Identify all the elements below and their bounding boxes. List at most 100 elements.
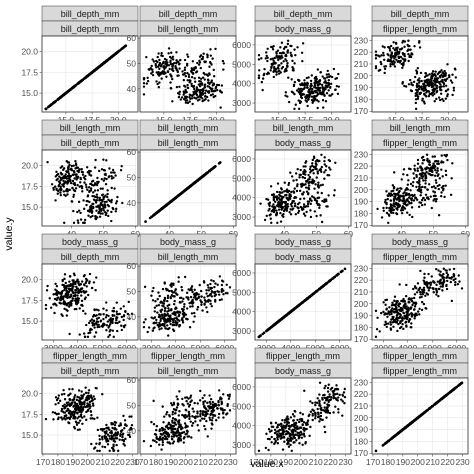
data-point [440, 191, 443, 194]
data-point [84, 418, 88, 422]
data-point [191, 290, 194, 294]
data-point [421, 196, 425, 200]
data-point [193, 288, 196, 292]
data-point [374, 335, 378, 339]
data-point [212, 280, 215, 283]
data-point [206, 299, 209, 303]
data-point [74, 167, 77, 170]
data-point [299, 95, 303, 99]
data-point [171, 100, 174, 103]
data-point [220, 91, 224, 94]
data-point [403, 202, 407, 206]
data-point [93, 189, 97, 192]
x-tick-label: 200 [81, 457, 95, 467]
data-point [260, 57, 263, 60]
data-point [302, 87, 306, 91]
data-point [92, 313, 96, 317]
facet-strip-label-x: bill_depth_mm [159, 9, 218, 19]
data-point [211, 93, 214, 96]
data-point [114, 421, 118, 424]
data-point [178, 311, 182, 314]
data-point [116, 316, 119, 319]
data-point [208, 61, 212, 64]
data-point [170, 57, 173, 60]
data-point [434, 194, 437, 198]
data-point [327, 158, 331, 162]
data-point [327, 174, 331, 177]
data-point [302, 165, 305, 168]
y-tick-label: 50 [127, 172, 137, 182]
data-point [374, 66, 378, 70]
data-point [394, 197, 397, 200]
data-point [169, 314, 172, 317]
data-point [165, 288, 169, 292]
data-point [57, 180, 61, 183]
facet-panel-bill_length_mm-flipper_length_mm: bill_length_mmflipper_length_mm170180190… [354, 119, 470, 239]
data-point [257, 58, 261, 61]
data-point [144, 318, 147, 321]
data-point [405, 211, 409, 214]
data-point [401, 199, 404, 203]
data-point [403, 314, 406, 318]
data-point [303, 79, 306, 82]
data-point [305, 190, 309, 193]
data-point [421, 162, 424, 165]
data-point [298, 88, 302, 92]
data-point [296, 168, 299, 171]
data-point [443, 153, 446, 157]
data-point [418, 85, 422, 89]
data-point [409, 182, 413, 186]
data-point [73, 425, 76, 429]
data-point [121, 433, 124, 436]
data-point [94, 386, 97, 390]
data-point [218, 298, 222, 302]
data-point [173, 311, 177, 315]
data-point [306, 86, 309, 89]
data-point [153, 326, 156, 329]
data-point [268, 207, 271, 211]
data-point [270, 66, 273, 70]
data-point [393, 65, 397, 68]
data-point [63, 288, 66, 292]
data-point [420, 88, 423, 91]
data-point [96, 66, 100, 69]
data-point [68, 397, 71, 401]
data-point [214, 282, 217, 285]
data-point [449, 79, 453, 82]
data-point [399, 320, 402, 323]
data-point [383, 323, 387, 326]
data-point [401, 41, 404, 44]
data-point [155, 318, 158, 322]
data-point [87, 391, 90, 395]
data-point [207, 85, 211, 88]
data-point [401, 205, 405, 208]
data-point [412, 177, 416, 180]
data-point [453, 283, 457, 287]
data-point [389, 323, 393, 326]
data-point [102, 179, 106, 182]
data-point [332, 67, 336, 71]
data-point [278, 51, 282, 55]
data-point [44, 417, 48, 421]
data-point [104, 316, 108, 319]
gridlines [255, 150, 351, 226]
data-point [444, 97, 448, 100]
data-point [316, 183, 320, 187]
data-point [326, 76, 329, 79]
data-point [272, 44, 275, 48]
data-point [167, 334, 170, 337]
data-point [292, 199, 296, 203]
data-point [91, 205, 95, 209]
data-point [304, 165, 307, 168]
data-point [318, 86, 321, 90]
data-point [184, 101, 188, 104]
data-point [102, 209, 105, 212]
data-point [414, 197, 417, 200]
data-point [85, 323, 88, 327]
data-point [113, 440, 117, 443]
data-point [407, 196, 411, 199]
data-point [119, 430, 123, 433]
data-point [93, 308, 96, 312]
data-point [416, 158, 420, 162]
data-point [295, 184, 299, 188]
